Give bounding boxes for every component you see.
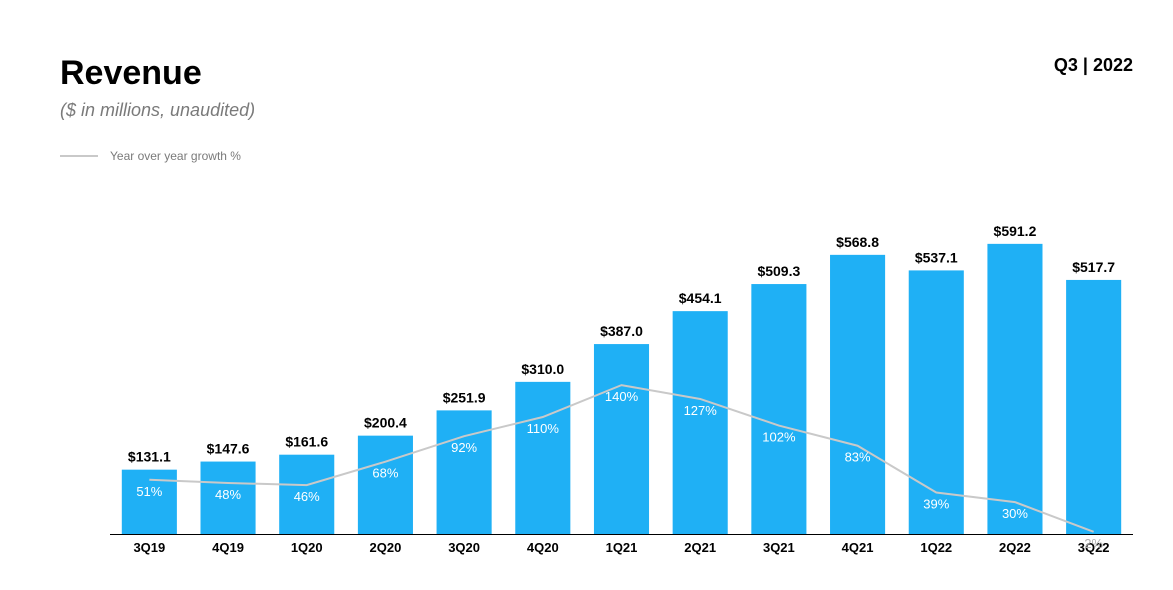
page: Q3 | 2022 Revenue ($ in millions, unaudi… [0, 0, 1173, 590]
bar [358, 436, 413, 534]
growth-label: 46% [294, 489, 320, 504]
bar-value-label: $131.1 [128, 449, 171, 465]
bar-value-label: $251.9 [443, 389, 486, 405]
x-axis-label: 2Q21 [684, 540, 716, 555]
revenue-chart: $131.1 3Q19 $147.6 4Q19 $161.6 1Q20 $200.4 2Q20… [110, 215, 1133, 560]
legend-line-label: Year over year growth % [110, 149, 241, 163]
x-axis-label: 2Q22 [999, 540, 1031, 555]
bar-value-label: $387.0 [600, 323, 643, 339]
bar-value-label: $591.2 [994, 223, 1037, 239]
bar-value-label: $454.1 [679, 290, 722, 306]
growth-label: 102% [762, 430, 796, 445]
bar-value-label: $310.0 [521, 361, 564, 377]
x-axis-label: 1Q21 [606, 540, 638, 555]
growth-label: 140% [605, 389, 639, 404]
growth-label: 48% [215, 487, 241, 502]
x-axis-label: 1Q22 [920, 540, 952, 555]
x-axis-label: 4Q21 [842, 540, 874, 555]
growth-label: 30% [1002, 506, 1028, 521]
growth-label: 127% [684, 403, 718, 418]
growth-label: 39% [923, 497, 949, 512]
page-subtitle: ($ in millions, unaudited) [60, 100, 1133, 121]
bar-value-label: $200.4 [364, 415, 407, 431]
growth-label: 51% [136, 484, 162, 499]
x-axis-label: 3Q19 [133, 540, 165, 555]
x-axis-label: 3Q20 [448, 540, 480, 555]
x-axis-label: 4Q20 [527, 540, 559, 555]
bar-value-label: $517.7 [1072, 259, 1115, 275]
bar-value-label: $147.6 [207, 441, 250, 457]
page-title: Revenue [60, 55, 1133, 92]
x-axis-label: 1Q20 [291, 540, 323, 555]
x-axis-label: 4Q19 [212, 540, 244, 555]
bar [673, 311, 728, 534]
growth-label: 2% [1084, 536, 1103, 551]
growth-label: 83% [845, 450, 871, 465]
header-period: Q3 | 2022 [1054, 55, 1133, 76]
bar [122, 470, 177, 534]
bar-value-label: $568.8 [836, 234, 879, 250]
growth-label: 110% [527, 421, 560, 436]
bar [1066, 280, 1121, 534]
bar [515, 382, 570, 534]
bar [437, 410, 492, 534]
x-axis-label: 3Q21 [763, 540, 795, 555]
bar-value-label: $509.3 [757, 263, 800, 279]
x-axis-label: 2Q20 [370, 540, 402, 555]
legend-line-swatch [60, 155, 98, 157]
bar [594, 344, 649, 534]
bar [830, 255, 885, 534]
bar [751, 284, 806, 534]
legend: Year over year growth % [60, 149, 1133, 163]
bar-value-label: $537.1 [915, 249, 958, 265]
bar-value-label: $161.6 [285, 434, 328, 450]
growth-label: 68% [372, 466, 398, 481]
bar [987, 244, 1042, 534]
chart-svg: $131.1 3Q19 $147.6 4Q19 $161.6 1Q20 $200.4 2Q20… [110, 215, 1133, 560]
growth-label: 92% [451, 440, 477, 455]
